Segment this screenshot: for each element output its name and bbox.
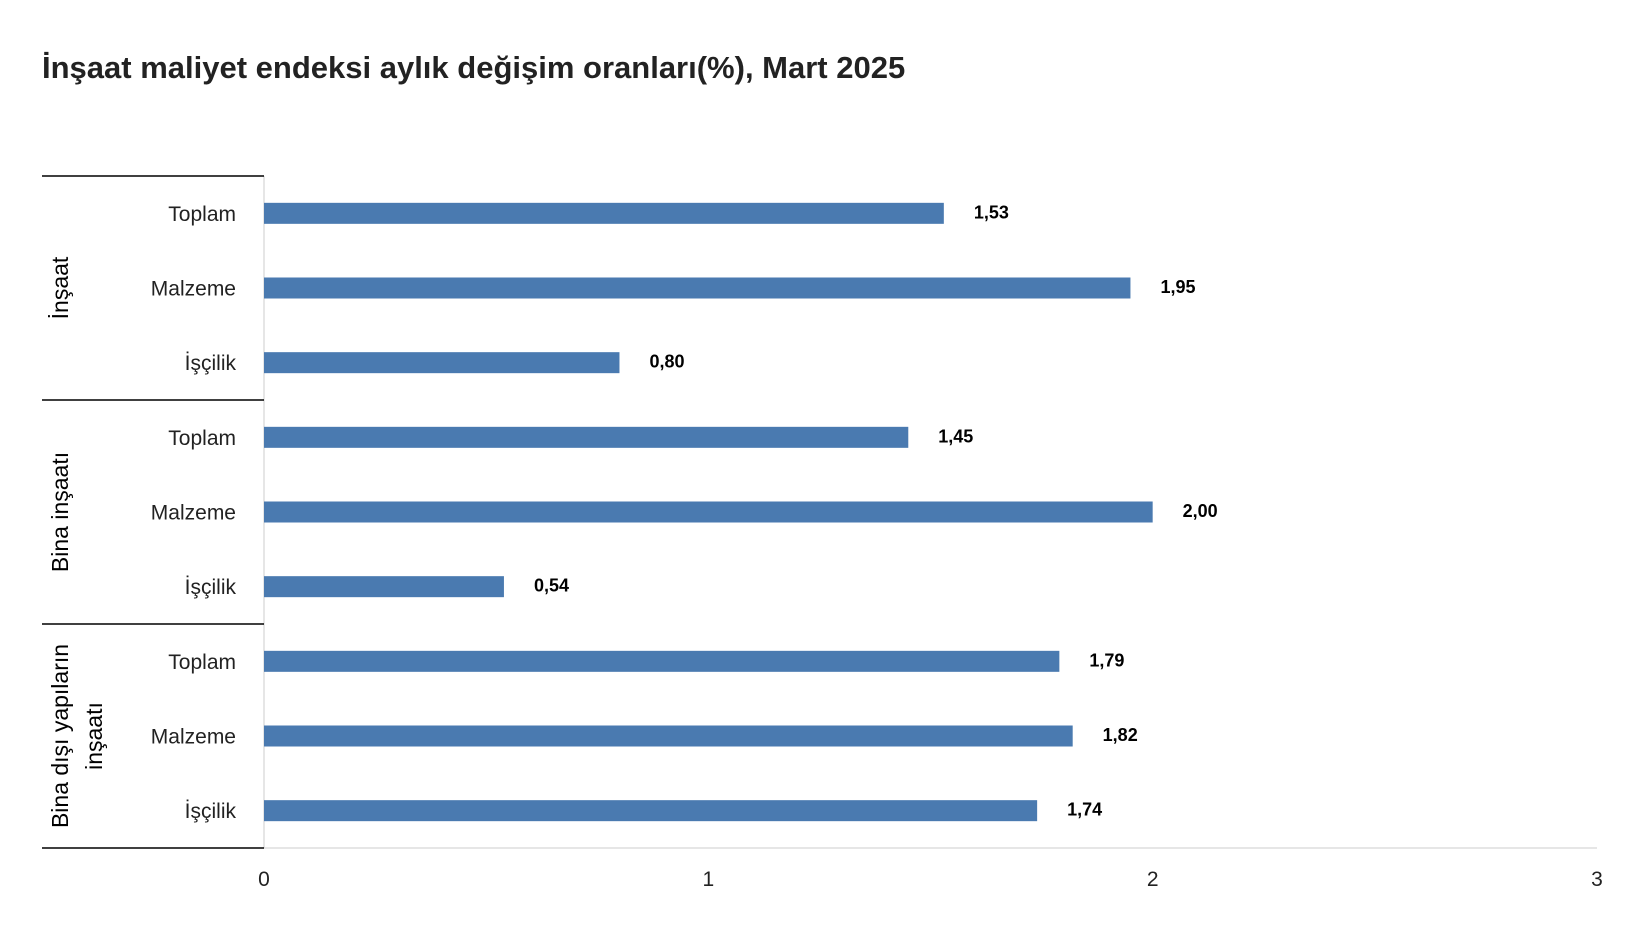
- bar: [264, 650, 1060, 672]
- data-label: 1,95: [1160, 277, 1195, 297]
- category-label: Malzeme: [151, 726, 236, 749]
- data-label: 0,80: [649, 352, 684, 372]
- x-tick-label: 0: [258, 868, 270, 891]
- category-label: Malzeme: [151, 502, 236, 525]
- chart-title: İnşaat maliyet endeksi aylık değişim ora…: [42, 50, 906, 85]
- bar: [264, 426, 909, 448]
- group-label: Bina dışı yapıların: [47, 644, 73, 828]
- bar: [264, 501, 1153, 523]
- data-label: 0,54: [534, 576, 569, 596]
- x-tick-label: 1: [702, 868, 714, 891]
- bar: [264, 725, 1073, 747]
- category-label: Toplam: [168, 651, 236, 674]
- group-label: İnşaat: [47, 256, 73, 319]
- category-label: Toplam: [168, 203, 236, 226]
- category-label: Malzeme: [151, 278, 236, 301]
- data-label: 1,53: [974, 202, 1009, 222]
- data-label: 1,74: [1067, 800, 1102, 820]
- category-label: Toplam: [168, 427, 236, 450]
- bar: [264, 202, 944, 224]
- bar: [264, 277, 1131, 299]
- bar: [264, 800, 1038, 822]
- group-label: inşaatı: [81, 702, 107, 770]
- data-label: 1,79: [1089, 650, 1124, 670]
- bar: [264, 352, 620, 374]
- category-label: İşçilik: [185, 576, 237, 599]
- x-tick-label: 2: [1147, 868, 1159, 891]
- group-label: Bina inşaatı: [47, 452, 73, 572]
- x-tick-label: 3: [1591, 868, 1603, 891]
- category-label: İşçilik: [185, 352, 237, 375]
- data-label: 1,45: [938, 426, 973, 446]
- data-label: 1,82: [1103, 725, 1138, 745]
- category-label: İşçilik: [185, 800, 237, 823]
- data-label: 2,00: [1183, 501, 1218, 521]
- bar: [264, 576, 504, 598]
